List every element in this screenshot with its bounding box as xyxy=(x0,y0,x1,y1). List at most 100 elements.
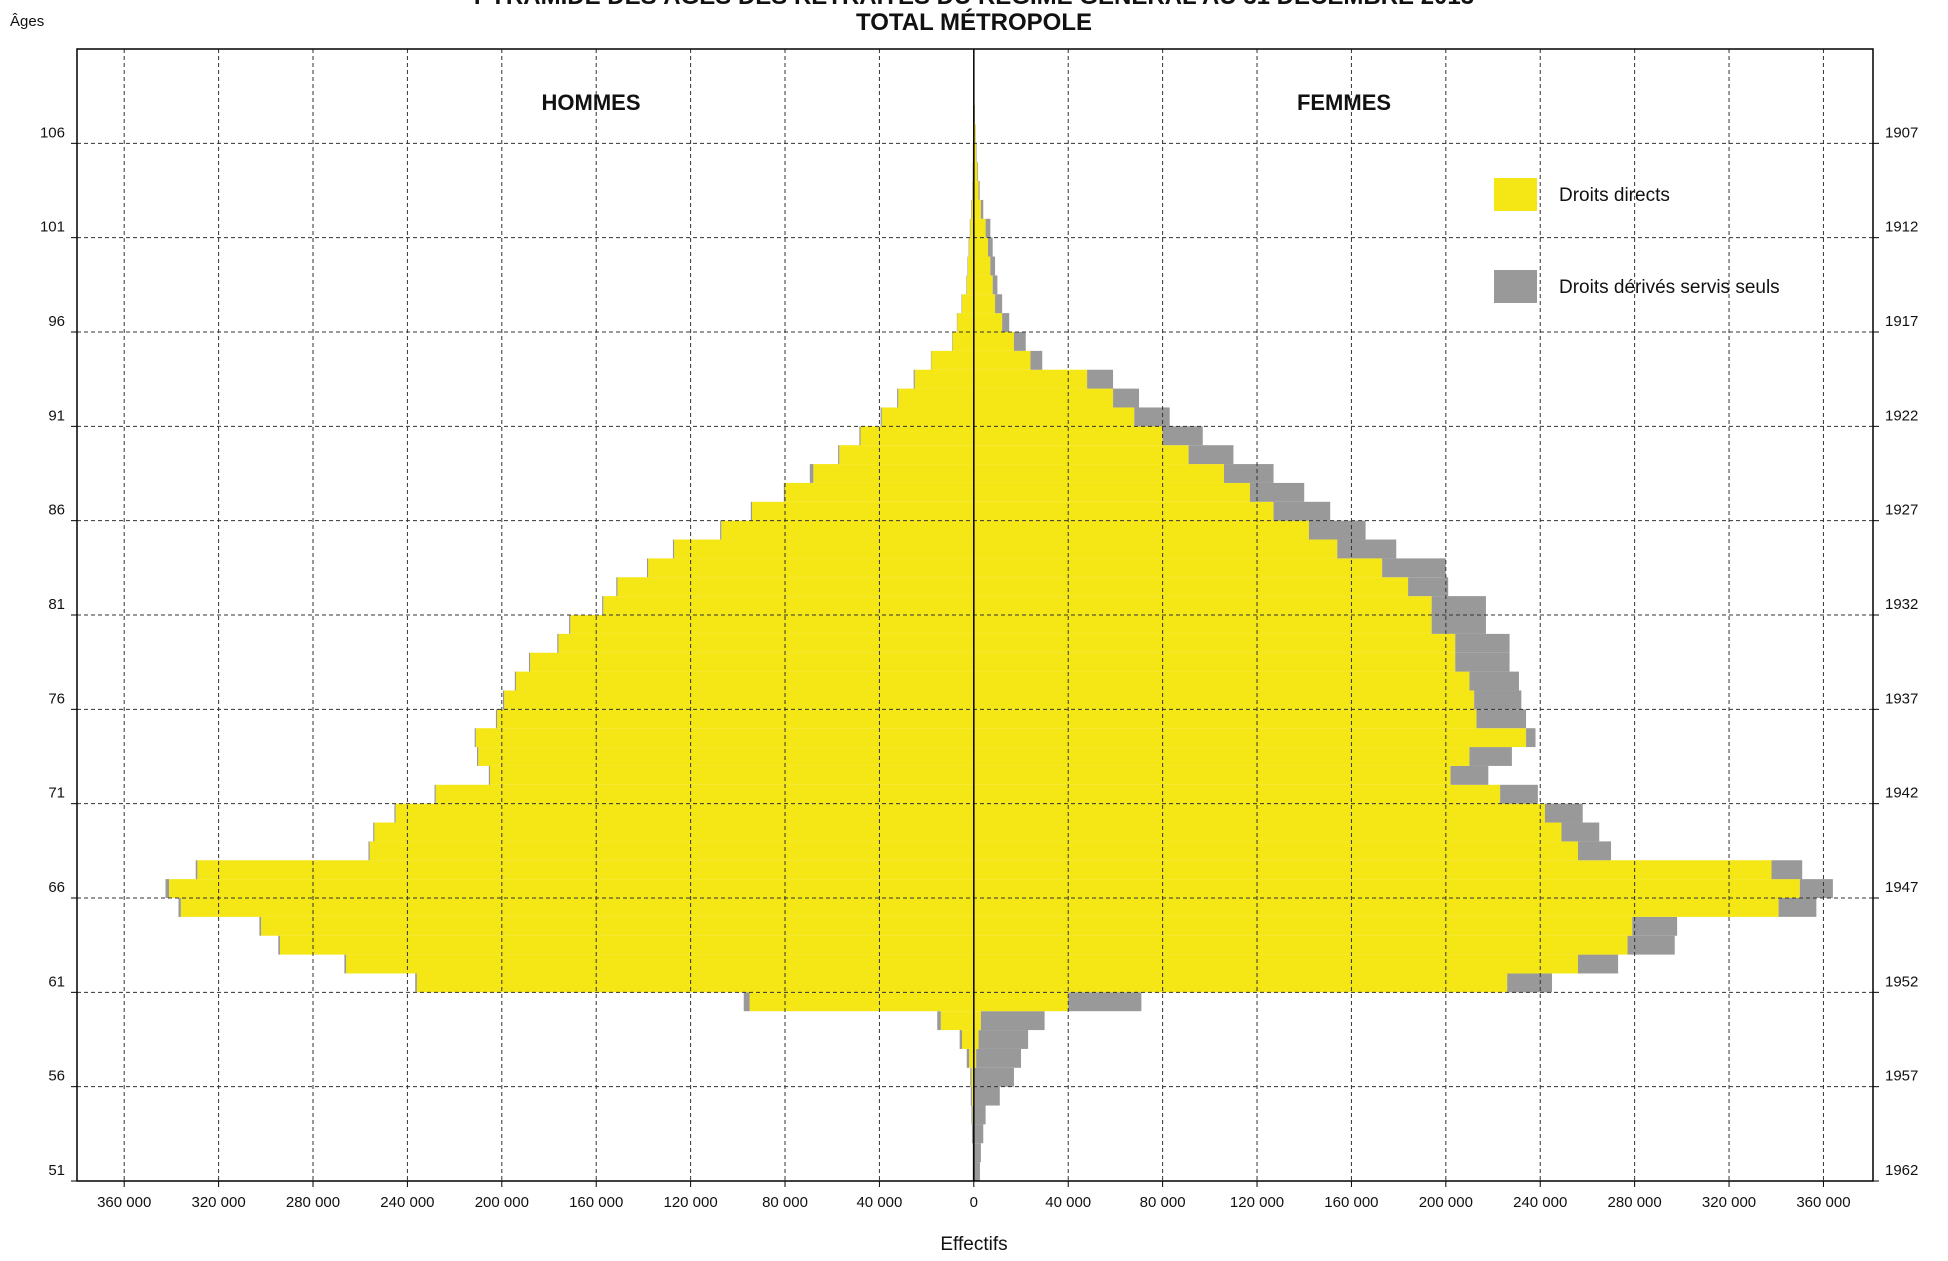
bar xyxy=(973,935,1628,955)
bar xyxy=(973,445,1189,465)
bar xyxy=(973,1143,981,1163)
bar xyxy=(973,841,1578,861)
bar xyxy=(973,1030,979,1049)
bar xyxy=(990,256,996,276)
bar xyxy=(557,633,559,653)
bar xyxy=(973,520,1309,540)
bar xyxy=(1476,709,1527,729)
bar xyxy=(374,822,974,842)
x-tick-label: 160 000 xyxy=(569,1194,623,1211)
x-tick-label: 80 000 xyxy=(1140,1194,1186,1211)
bar xyxy=(839,445,974,465)
y-tick-label: 86 xyxy=(48,502,65,519)
bar xyxy=(973,1048,977,1068)
legend-swatch xyxy=(1494,270,1537,303)
x-axis-label: Effectifs xyxy=(940,1234,1007,1255)
side-label: FEMMES xyxy=(1297,90,1391,115)
bar xyxy=(749,992,974,1012)
bar xyxy=(1134,407,1170,427)
bar xyxy=(435,784,974,804)
bar xyxy=(1337,539,1397,559)
bar xyxy=(1627,935,1675,955)
y-tick-label: 71 xyxy=(48,785,65,802)
bar xyxy=(1273,501,1331,521)
bar xyxy=(415,973,417,993)
bar xyxy=(672,539,675,559)
bar xyxy=(980,199,984,219)
bar xyxy=(973,1124,984,1144)
bar xyxy=(1561,822,1600,842)
bar xyxy=(1455,652,1510,672)
x-tick-label: 0 xyxy=(970,1194,978,1211)
bar xyxy=(750,501,752,521)
bar xyxy=(973,558,1383,578)
bar xyxy=(648,558,974,578)
bar xyxy=(973,124,976,144)
bar xyxy=(558,633,974,653)
bar xyxy=(967,256,974,276)
bar xyxy=(973,275,993,295)
bar xyxy=(743,992,750,1012)
bar xyxy=(978,181,980,200)
side-label: HOMMES xyxy=(542,90,641,115)
bar xyxy=(973,181,979,200)
bar xyxy=(973,294,996,314)
bar xyxy=(475,728,974,748)
y2-tick-label: 1912 xyxy=(1885,219,1918,236)
x-tick-label: 320 000 xyxy=(1702,1194,1756,1211)
bar xyxy=(261,916,974,936)
bar xyxy=(813,464,974,483)
bar xyxy=(721,520,974,540)
x-tick-label: 200 000 xyxy=(475,1194,529,1211)
y-tick-label: 51 xyxy=(48,1162,65,1179)
y-tick-label: 56 xyxy=(48,1068,65,1085)
bar xyxy=(278,935,280,955)
bar xyxy=(971,1067,974,1087)
bar xyxy=(971,199,974,219)
bar xyxy=(952,332,974,351)
chart-subtitle: TOTAL MÉTROPOLE xyxy=(856,8,1092,36)
bar xyxy=(973,765,1451,785)
bar xyxy=(751,501,974,521)
bar xyxy=(1474,690,1522,710)
bar xyxy=(973,501,1274,521)
bar xyxy=(978,1030,1029,1049)
bar xyxy=(973,539,1338,559)
y-tick-label: 61 xyxy=(48,973,65,990)
bar xyxy=(1188,445,1234,465)
bar xyxy=(783,482,786,502)
bar xyxy=(971,1124,974,1144)
bar xyxy=(970,1086,972,1106)
y-axis-label: Âges xyxy=(10,13,44,30)
bar xyxy=(502,690,505,710)
bar xyxy=(478,747,974,766)
bar xyxy=(881,407,974,427)
bar xyxy=(973,973,1508,993)
bar xyxy=(1113,388,1140,408)
bar xyxy=(973,690,1475,710)
bar xyxy=(937,1011,941,1031)
bar xyxy=(530,652,974,672)
bar xyxy=(674,539,974,559)
bar xyxy=(859,426,861,446)
bar xyxy=(1408,577,1449,597)
x-tick-label: 280 000 xyxy=(1608,1194,1662,1211)
bar xyxy=(1778,898,1817,917)
legend-swatch xyxy=(1494,178,1537,211)
bar xyxy=(973,596,1432,615)
bar xyxy=(971,1086,974,1106)
bar xyxy=(980,1011,1045,1031)
bar xyxy=(1382,558,1446,578)
bar xyxy=(940,1011,974,1031)
bar xyxy=(165,879,170,898)
bar xyxy=(1799,879,1833,898)
bar xyxy=(602,596,604,615)
bar xyxy=(178,898,181,917)
y2-tick-label: 1932 xyxy=(1885,596,1918,613)
y2-tick-label: 1942 xyxy=(1885,785,1918,802)
bar xyxy=(346,954,974,974)
bar xyxy=(646,558,649,578)
bar xyxy=(973,388,1114,408)
bar xyxy=(169,879,974,898)
bar xyxy=(860,426,974,446)
